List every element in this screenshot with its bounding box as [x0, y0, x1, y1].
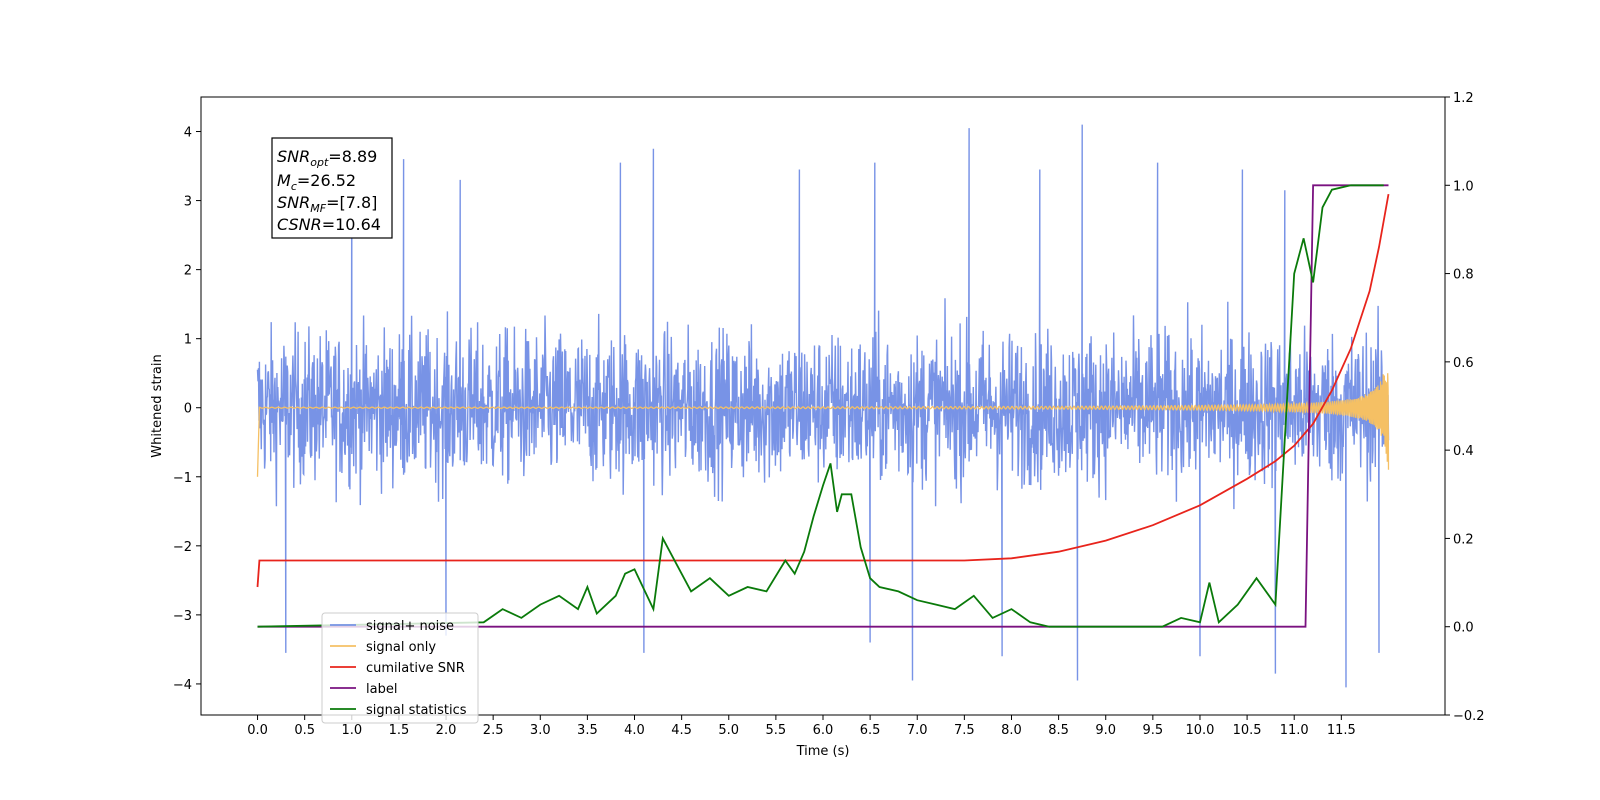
y-axis-label: Whitened strain	[150, 354, 165, 457]
x-tick-label: 3.5	[577, 723, 598, 738]
y2-tick-label: 0.6	[1453, 356, 1474, 371]
legend-label: label	[366, 682, 397, 697]
mc-text: Mc=26.52	[277, 171, 356, 193]
csnr-text: CSNR=10.64	[277, 215, 381, 234]
series-cumilative-snr	[256, 193, 1390, 588]
y2-tick-label: −0.2	[1453, 709, 1485, 724]
legend-entry: label	[330, 682, 397, 697]
x-tick-label: 9.5	[1143, 723, 1164, 738]
x-tick-label: 7.5	[954, 723, 975, 738]
y-tick-label: 2	[184, 264, 192, 279]
x-tick-label: 5.5	[766, 723, 787, 738]
series-layer	[256, 124, 1390, 688]
y-tick-label: −1	[173, 471, 192, 486]
y-tick-label: 1	[184, 333, 192, 348]
x-tick-label: 4.0	[624, 723, 645, 738]
x-tick-label: 10.0	[1185, 723, 1214, 738]
legend: signal+ noise signal only cumilative SNR la…	[321, 612, 479, 724]
x-tick-label: 3.0	[530, 723, 551, 738]
x-tick-label: 4.5	[671, 723, 692, 738]
y2-tick-label: 0.0	[1453, 621, 1474, 636]
snr-opt-text: SNRopt=8.89	[277, 147, 377, 169]
series-signal-noise	[256, 124, 1390, 688]
x-tick-label: 1.0	[341, 723, 362, 738]
x-tick-label: 0.5	[294, 723, 315, 738]
y-tick-label: −3	[173, 609, 192, 624]
x-tick-label: 1.5	[389, 723, 410, 738]
legend-entry: signal statistics	[330, 703, 467, 718]
y-axis-right: 1.2 1.0 0.8 0.6 0.4 0.2 0.0 −0.2	[1445, 91, 1485, 724]
x-tick-label: 0.0	[247, 723, 268, 738]
legend-label: cumilative SNR	[366, 661, 465, 676]
legend-label: signal+ noise	[366, 619, 454, 634]
x-axis: 0.0 0.5 1.0 1.5 2.0 2.5 3.0 3.5 4.0 4.5 5.0 5.5 6.0 6…	[247, 715, 1356, 738]
x-tick-label: 6.0	[813, 723, 834, 738]
x-tick-label: 8.5	[1048, 723, 1069, 738]
x-tick-label: 9.0	[1095, 723, 1116, 738]
legend-frame	[321, 612, 479, 724]
x-tick-label: 11.5	[1327, 723, 1356, 738]
x-axis-label: Time (s)	[796, 744, 850, 759]
metrics-annotation-box: SNRopt=8.89 Mc=26.52 SNRMF=[7.8] CSNR=10…	[271, 137, 393, 239]
legend-entry: signal only	[330, 640, 436, 655]
y2-tick-label: 1.0	[1453, 179, 1474, 194]
y-tick-label: 3	[184, 195, 192, 210]
x-tick-label: 6.5	[860, 723, 881, 738]
legend-entry: cumilative SNR	[330, 661, 465, 676]
x-tick-label: 2.5	[483, 723, 504, 738]
series-signal-only	[256, 373, 1390, 477]
y-tick-label: 0	[184, 402, 192, 417]
snr-mf-text: SNRMF=[7.8]	[277, 193, 377, 215]
legend-label: signal only	[366, 640, 436, 655]
y2-tick-label: 1.2	[1453, 91, 1474, 106]
x-tick-label: 10.5	[1233, 723, 1262, 738]
legend-label: signal statistics	[366, 703, 467, 718]
legend-entry: signal+ noise	[330, 619, 454, 634]
y-tick-label: −4	[173, 678, 192, 693]
y-tick-label: −2	[173, 540, 192, 555]
y2-tick-label: 0.4	[1453, 444, 1474, 459]
x-tick-label: 7.0	[907, 723, 928, 738]
x-tick-label: 8.0	[1001, 723, 1022, 738]
y-tick-label: 4	[184, 126, 192, 141]
y-axis-left: 4 3 2 1 0 −1 −2 −3 −4	[173, 126, 201, 693]
annotation-frame	[271, 137, 393, 239]
series-signal-statistics	[257, 184, 1384, 628]
x-tick-label: 5.0	[718, 723, 739, 738]
y2-tick-label: 0.8	[1453, 268, 1474, 283]
x-tick-label: 2.0	[436, 723, 457, 738]
x-tick-label: 11.0	[1280, 723, 1309, 738]
y2-tick-label: 0.2	[1453, 532, 1474, 547]
